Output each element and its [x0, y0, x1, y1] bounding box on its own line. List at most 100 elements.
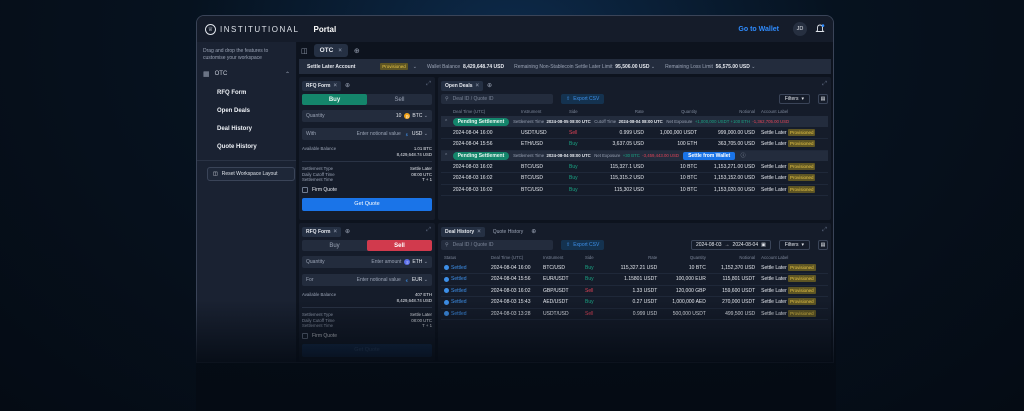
- sidebar-group-label: OTC: [214, 71, 228, 77]
- table-row[interactable]: Settled 2024-08-04 16:00 BTC/USD Buy 115…: [441, 262, 828, 274]
- go-to-wallet-link[interactable]: Go to Wallet: [738, 25, 779, 33]
- chevron-up-icon[interactable]: ⌃: [444, 153, 449, 160]
- get-quote-button[interactable]: Get Quote: [302, 197, 432, 211]
- notification-bell-icon[interactable]: [815, 24, 825, 34]
- quantity-field[interactable]: Quantity 10 ₿ BTC ⌄: [302, 110, 432, 122]
- pending-settlement-badge: Pending Settlement: [452, 152, 510, 161]
- column-header[interactable]: Quantity: [689, 255, 706, 260]
- account-selector[interactable]: Settle Later Account Provisioned ⌄: [307, 63, 417, 70]
- column-header[interactable]: Deal Time (UTC): [491, 255, 524, 260]
- currency-selector[interactable]: ETH: [412, 259, 423, 265]
- column-header[interactable]: Notional: [739, 109, 755, 114]
- table-row[interactable]: 2024-08-03 16:02 BTC/USD Buy 115,327.1 U…: [441, 161, 828, 173]
- currency-selector[interactable]: BTC: [412, 113, 423, 119]
- add-tab-icon[interactable]: ⊕: [344, 229, 350, 235]
- close-icon[interactable]: ×: [333, 82, 337, 89]
- currency-selector[interactable]: USD: [411, 131, 423, 137]
- firm-quote-checkbox[interactable]: Firm Quote: [302, 332, 432, 339]
- filter-icon: ▾: [801, 242, 804, 248]
- reset-workspace-button[interactable]: ◫ Reset Workspace Layout: [207, 167, 295, 181]
- add-tab-icon[interactable]: ⊕: [487, 83, 493, 89]
- sidebar-item-rfq-form[interactable]: RFQ Form: [217, 90, 247, 96]
- tab-deal-history[interactable]: Deal History ×: [441, 226, 485, 237]
- column-header[interactable]: Instrument: [521, 109, 542, 114]
- column-header[interactable]: Rate: [634, 109, 644, 114]
- columns-icon[interactable]: ▤: [818, 94, 828, 104]
- column-header[interactable]: Account Label: [761, 255, 789, 260]
- avatar[interactable]: JD: [793, 22, 807, 36]
- close-icon[interactable]: ×: [338, 47, 342, 54]
- table-row[interactable]: 2024-08-03 16:02 BTC/USD Buy 115,315.2 U…: [441, 172, 828, 185]
- loss-limit[interactable]: Remaining Loss Limit 56,575.00 USD ⌄: [665, 64, 755, 70]
- net-exposure-label: Net Exposure: [594, 153, 621, 159]
- nonstable-limit[interactable]: Remaining Non-Stablecoin Settle Later Li…: [514, 64, 655, 70]
- firm-quote-checkbox[interactable]: Firm Quote: [302, 186, 432, 193]
- quantity-field[interactable]: Quantity Enter amount Ξ ETH ⌄: [302, 256, 432, 268]
- column-header[interactable]: Account Label: [760, 109, 789, 114]
- with-field[interactable]: With Enter notional value $ USD ⌄: [302, 128, 432, 140]
- panel-toggle-icon[interactable]: ◫: [301, 47, 308, 55]
- settlement-group-row[interactable]: ⌃ Pending Settlement Settlement Time 202…: [441, 116, 828, 127]
- columns-icon[interactable]: ▤: [818, 240, 828, 250]
- table-row[interactable]: 2024-08-03 16:02 BTC/USD Buy 115,302 USD…: [441, 184, 828, 196]
- table-row[interactable]: 2024-08-04 16:00 USDT/USD Sell 0.999 USD…: [441, 127, 828, 139]
- search-input[interactable]: ⚲ Deal ID / Quote ID: [441, 94, 553, 104]
- add-tab-icon[interactable]: ⊕: [353, 47, 360, 55]
- tab-otc[interactable]: OTC ×: [313, 44, 348, 57]
- settle-from-wallet-button[interactable]: Settle from Wallet: [683, 152, 736, 161]
- check-circle-icon: [444, 299, 449, 305]
- sell-button[interactable]: Sell: [394, 96, 405, 103]
- column-header[interactable]: Rate: [648, 255, 658, 260]
- export-csv-button[interactable]: ⇧ Export CSV: [561, 240, 605, 250]
- side: Buy: [569, 172, 601, 185]
- tab-quote-history[interactable]: Quote History: [489, 227, 528, 237]
- notional: 499,500 USD: [711, 308, 762, 320]
- for-field[interactable]: For Enter notional value € EUR ⌄: [302, 274, 432, 286]
- buy-button[interactable]: Buy: [329, 242, 340, 249]
- column-header[interactable]: Side: [585, 255, 594, 260]
- column-header[interactable]: Side: [569, 109, 578, 114]
- column-header[interactable]: Instrument: [543, 255, 564, 260]
- table-row[interactable]: 2024-08-04 15:56 ETH/USD Buy 3,637.05 US…: [441, 138, 828, 151]
- expand-icon[interactable]: ⤢: [822, 227, 827, 233]
- close-icon[interactable]: ×: [475, 82, 480, 89]
- tab-rfq-form[interactable]: RFQ Form ×: [302, 226, 341, 237]
- export-csv-button[interactable]: ⇧ Export CSV: [561, 94, 605, 104]
- side: Buy: [569, 184, 601, 196]
- expand-icon[interactable]: ⤢: [822, 81, 827, 87]
- sidebar-group-otc[interactable]: ▦ OTC ⌃: [203, 70, 290, 78]
- table-row[interactable]: Settled 2024-08-03 16:02 GBP/USDT Sell 1…: [441, 285, 828, 297]
- column-header[interactable]: Deal Time (UTC): [453, 109, 486, 114]
- get-quote-button[interactable]: Get Quote: [302, 343, 432, 357]
- column-header[interactable]: Status: [444, 255, 457, 260]
- column-header[interactable]: Notional: [739, 255, 756, 260]
- currency-selector[interactable]: EUR: [411, 277, 423, 283]
- logo[interactable]: ♕ INSTITUTIONAL: [205, 23, 300, 35]
- tab-open-deals[interactable]: Open Deals ×: [441, 80, 484, 91]
- sell-button[interactable]: Sell: [367, 240, 432, 251]
- date-range-picker[interactable]: 2024-08-03 → 2024-08-04 ▣: [690, 240, 771, 250]
- add-tab-icon[interactable]: ⊕: [344, 83, 350, 89]
- expand-icon[interactable]: ⤢: [426, 227, 431, 233]
- table-row[interactable]: Settled 2024-08-03 15:43 AED/USDT Buy 0.…: [441, 296, 828, 309]
- table-row[interactable]: Settled 2024-08-03 13:28 USDT/USD Sell 0…: [441, 308, 828, 320]
- close-icon[interactable]: ×: [477, 228, 481, 235]
- buy-button[interactable]: Buy: [302, 94, 367, 105]
- add-tab-icon[interactable]: ⊕: [531, 229, 537, 235]
- table-row[interactable]: Settled 2024-08-04 15:56 EUR/USDT Buy 1.…: [441, 273, 828, 286]
- account-label: Settle Later: [760, 175, 787, 182]
- close-icon[interactable]: ×: [333, 228, 337, 235]
- sidebar-item-quote-history[interactable]: Quote History: [217, 144, 257, 150]
- tab-rfq-form[interactable]: RFQ Form ×: [302, 80, 341, 91]
- filters-button[interactable]: Filters ▾: [778, 240, 810, 250]
- info-icon[interactable]: ⓘ: [740, 153, 746, 160]
- deal-time: 2024-08-03 15:43: [491, 296, 543, 309]
- column-header[interactable]: Quantity: [681, 109, 698, 114]
- sidebar-item-open-deals[interactable]: Open Deals: [217, 108, 251, 114]
- chevron-up-icon[interactable]: ⌃: [444, 118, 449, 125]
- filters-button[interactable]: Filters ▾: [778, 94, 810, 104]
- expand-icon[interactable]: ⤢: [426, 81, 431, 87]
- sidebar-item-deal-history[interactable]: Deal History: [217, 126, 253, 132]
- settlement-group-row[interactable]: ⌃ Pending Settlement Settlement Time 202…: [441, 150, 828, 161]
- search-input[interactable]: ⚲ Deal ID / Quote ID: [441, 240, 553, 250]
